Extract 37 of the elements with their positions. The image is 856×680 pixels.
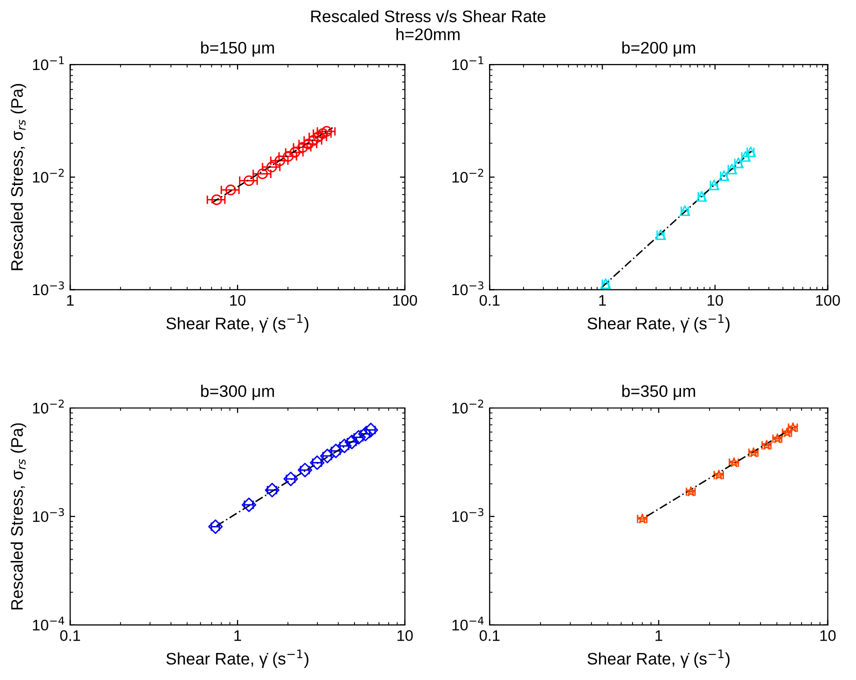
y-tick-label: 10$^{−3}$ — [452, 281, 484, 296]
x-tick-label: 10 — [820, 630, 836, 642]
x-tick-label: 1 — [656, 630, 662, 641]
chart-title: b=350 μm — [622, 384, 696, 400]
x-axis-title: Shear Rate, γ̇ (s$^{−1}$) — [588, 650, 730, 668]
y-tick-label: 10$^{−3}$ — [33, 281, 64, 296]
y-axis-title: Rescaled Stress, σ$_{rs}$ (Pa) — [10, 423, 26, 610]
x-tick-label: 1 — [599, 295, 606, 306]
x-tick-label: 10 — [708, 294, 723, 306]
y-tick-label: 10$^{−4}$ — [33, 616, 64, 630]
y-tick-label: 10$^{−2}$ — [452, 400, 484, 414]
x-tick-label: 10 — [230, 294, 246, 306]
chart-title: b=200 μm — [622, 41, 696, 57]
y-tick-label: 10$^{−3}$ — [452, 508, 484, 522]
x-tick-label: 0.1 — [480, 630, 500, 642]
x-axis-title: Shear Rate, γ̇ (s$^{−1}$) — [588, 314, 730, 333]
y-axis-title: Rescaled Stress, σ$_{rs}$ (Pa) — [10, 84, 26, 270]
y-tick-label: 10$^{−2}$ — [33, 168, 64, 183]
y-tick-label: 10$^{−2}$ — [452, 168, 484, 183]
x-tick-label: 10 — [398, 630, 413, 642]
x-tick-label: 100 — [393, 294, 418, 306]
y-tick-label: 10$^{−1}$ — [33, 56, 64, 70]
y-tick-label: 10$^{−4}$ — [452, 616, 484, 630]
chart-title: b=150 μm — [201, 41, 274, 57]
x-axis-title: Shear Rate, γ̇ (s$^{−1}$) — [166, 650, 308, 668]
y-tick-label: 10$^{−1}$ — [452, 56, 484, 70]
x-tick-label: 100 — [816, 294, 840, 306]
x-tick-label: 0.1 — [60, 630, 80, 642]
text: Rescaled Stress v/s Shear Rate — [311, 10, 546, 22]
text: h=20mm — [396, 28, 460, 40]
x-tick-label: 1 — [67, 295, 74, 306]
x-tick-label: 1 — [234, 630, 242, 641]
x-tick-label: 0.1 — [480, 294, 500, 306]
y-tick-label: 10$^{−3}$ — [33, 508, 64, 522]
y-tick-label: 10$^{−2}$ — [33, 400, 64, 414]
chart-title: b=300 μm — [201, 384, 274, 400]
x-axis-title: Shear Rate, γ̇ (s$^{−1}$) — [166, 314, 308, 333]
